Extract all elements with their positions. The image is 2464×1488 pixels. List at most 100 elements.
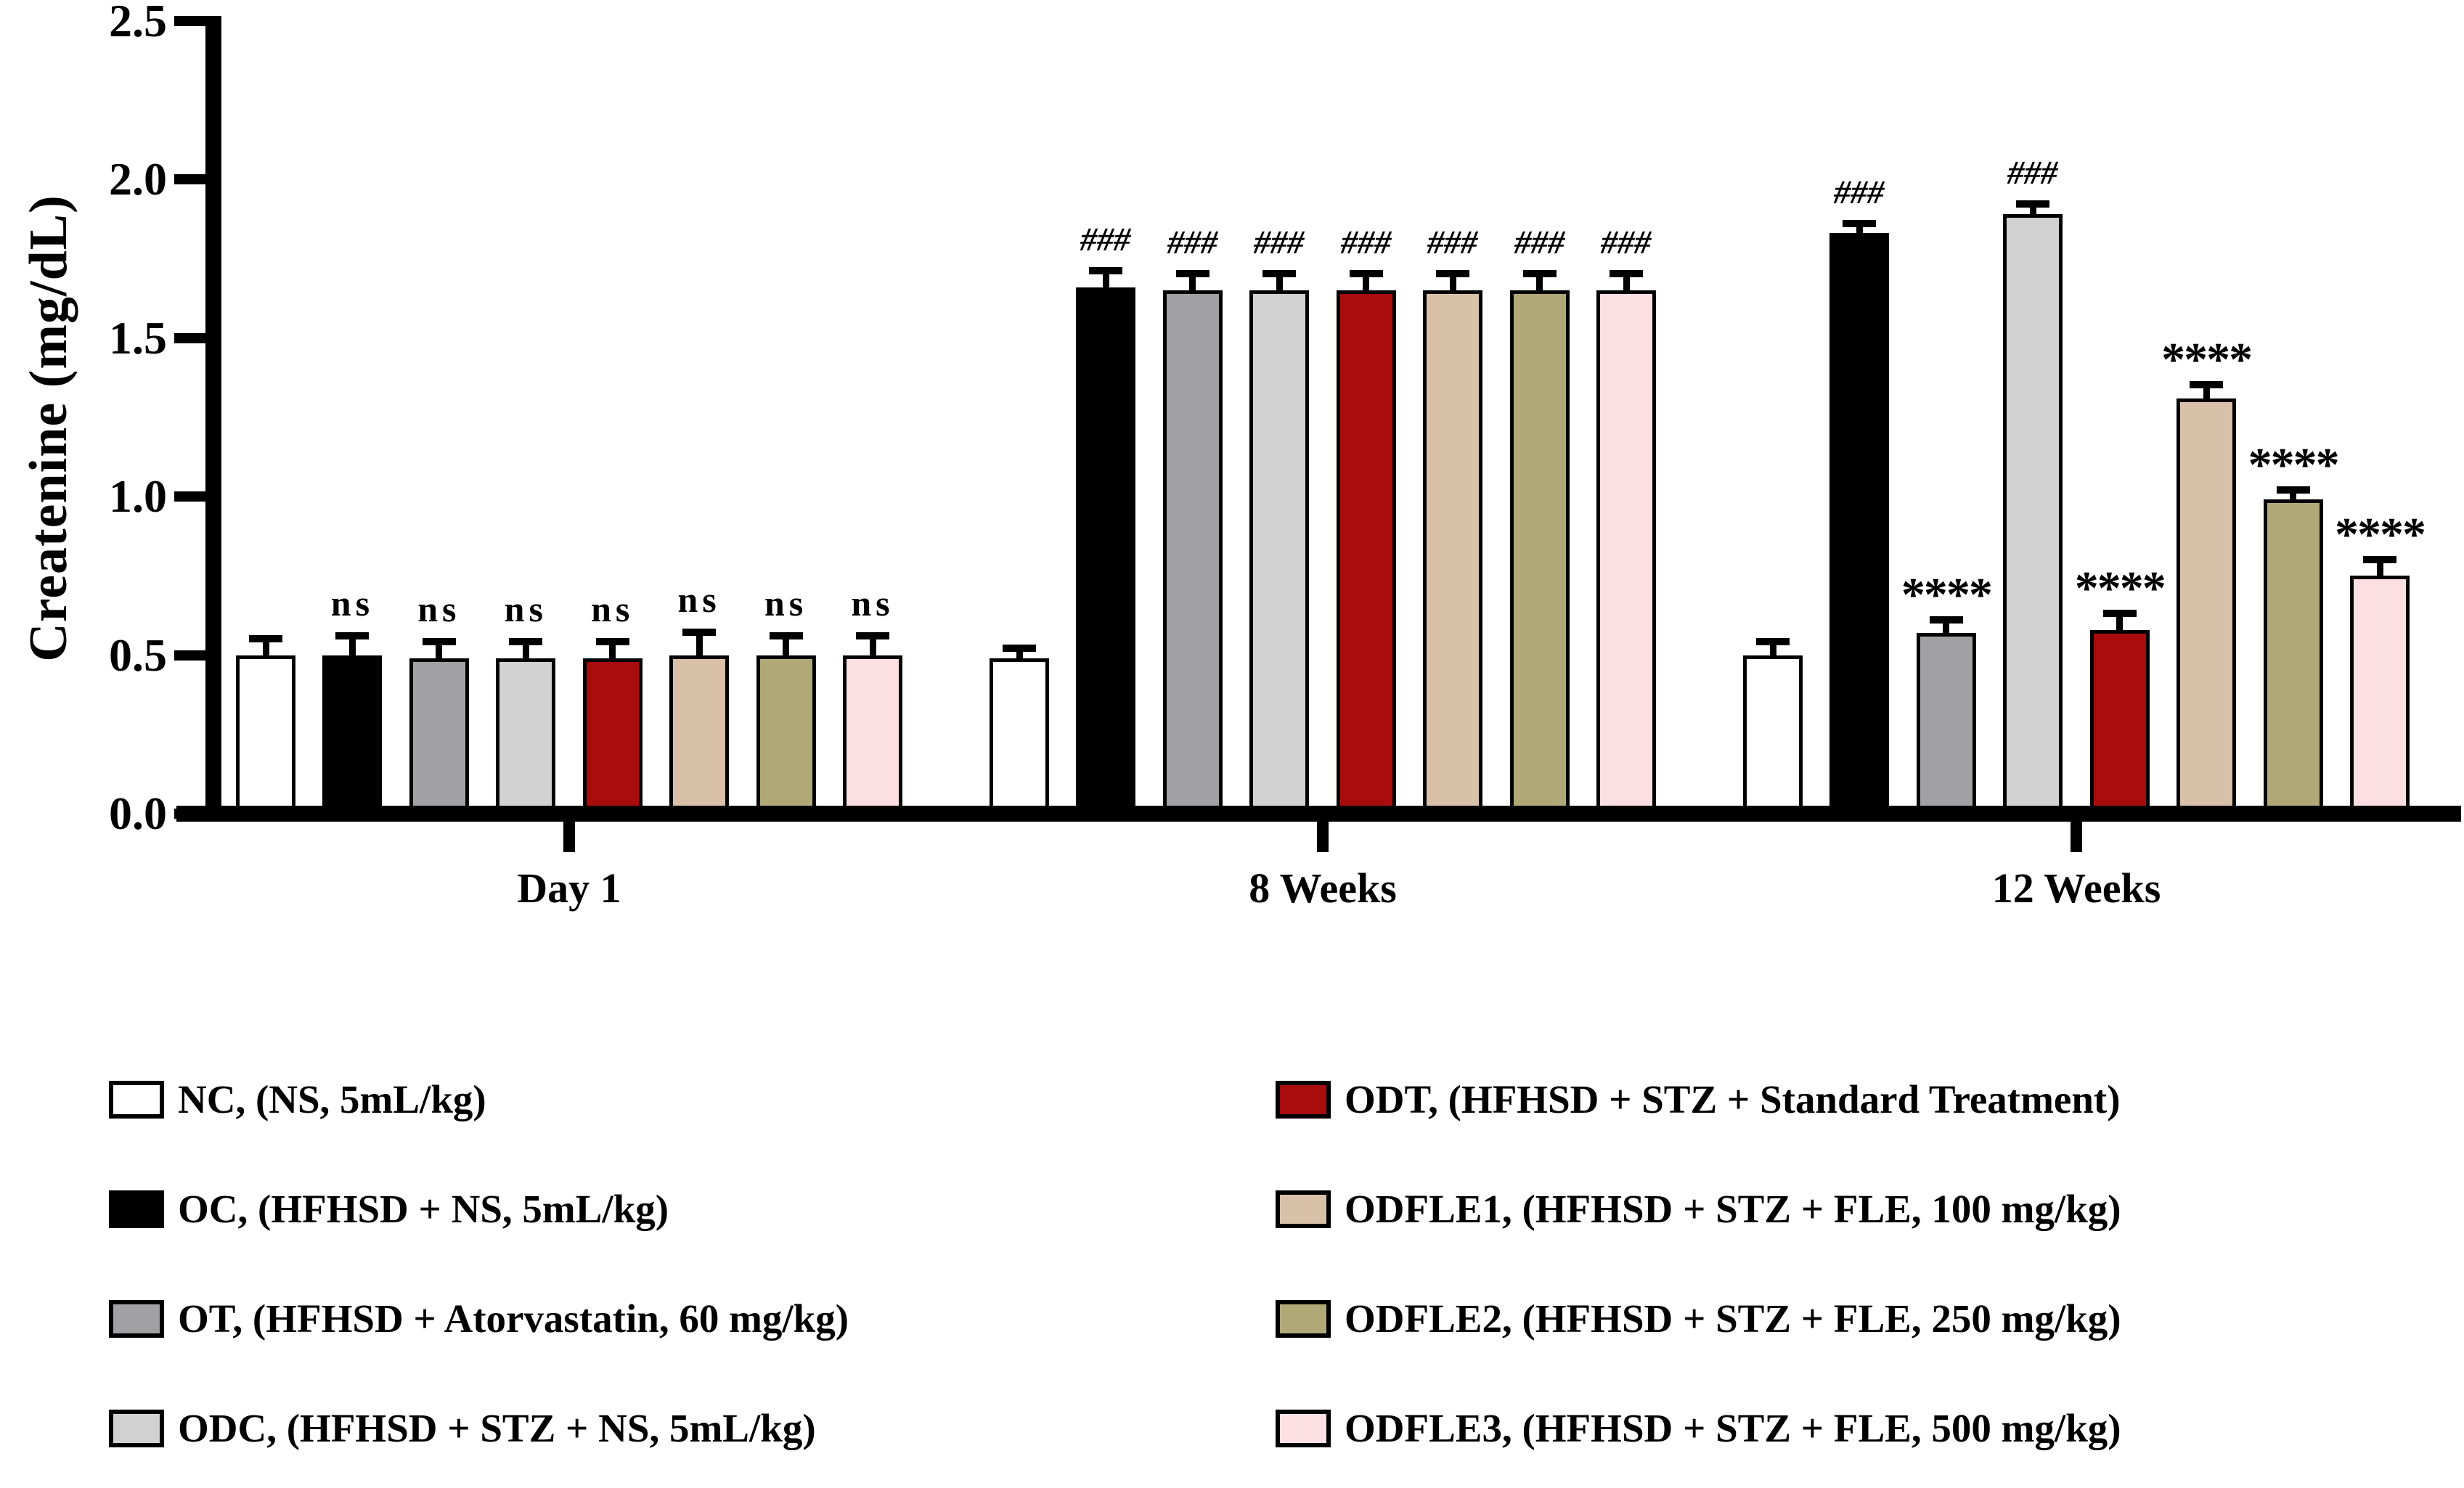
bar <box>496 658 556 814</box>
y-axis-spine <box>205 16 221 822</box>
significance-annotation: ### <box>2004 154 2063 192</box>
legend-swatch <box>109 1300 164 1338</box>
bar <box>2350 576 2410 814</box>
legend-swatch <box>1276 1190 1331 1228</box>
significance-annotation: ### <box>1597 224 1656 261</box>
bar <box>2089 629 2150 814</box>
error-bar-stem <box>869 639 876 657</box>
error-bar-stem <box>1189 277 1196 292</box>
legend-swatch <box>1276 1300 1331 1338</box>
error-bar-cap <box>1610 270 1643 278</box>
error-bar-stem <box>2116 617 2124 631</box>
significance-annotation: ns <box>851 582 894 624</box>
error-bar-stem <box>1536 277 1543 292</box>
significance-annotation: ns <box>764 582 808 624</box>
significance-annotation: ### <box>1830 173 1889 210</box>
x-group-label: 12 Weeks <box>1991 864 2161 912</box>
x-group-label: 8 Weeks <box>1249 864 1397 912</box>
significance-annotation: **** <box>2161 333 2253 387</box>
bar <box>1596 290 1656 814</box>
error-bar-cap <box>1089 267 1123 275</box>
bar <box>2263 499 2323 814</box>
bar <box>236 655 295 814</box>
error-bar-cap <box>595 638 629 646</box>
error-bar-stem <box>1016 652 1023 660</box>
error-bar-stem <box>1276 277 1283 292</box>
error-bar-stem <box>2376 563 2383 578</box>
x-axis-baseline <box>176 806 2461 822</box>
error-bar-cap <box>1436 270 1470 278</box>
error-bar-cap <box>769 631 803 639</box>
bar <box>1249 290 1310 814</box>
legend-label: NC, (NS, 5mL/kg) <box>178 1077 486 1121</box>
error-bar-cap <box>1175 270 1209 278</box>
error-bar-stem <box>1449 277 1456 292</box>
legend-swatch <box>109 1410 164 1447</box>
legend-swatch <box>109 1190 164 1228</box>
legend-swatch <box>109 1081 164 1119</box>
error-bar-stem <box>695 636 703 657</box>
error-bar-cap <box>1262 270 1297 278</box>
bar <box>1423 290 1483 814</box>
error-bar-cap <box>2190 381 2224 389</box>
legend-swatch <box>1276 1410 1331 1447</box>
significance-annotation: **** <box>1901 568 1993 621</box>
bar <box>669 655 730 814</box>
y-tick-label: 1.5 <box>109 311 167 364</box>
error-bar-stem <box>1769 645 1776 657</box>
error-bar-cap <box>856 631 889 639</box>
y-tick-label: 0.5 <box>109 629 167 681</box>
error-bar-cap <box>682 629 717 637</box>
error-bar-cap <box>2016 200 2050 208</box>
bar <box>1916 632 1976 814</box>
legend-swatch <box>1276 1081 1331 1119</box>
significance-annotation: ns <box>677 579 721 621</box>
bar <box>1509 290 1570 814</box>
significance-annotation: ns <box>591 589 635 630</box>
significance-annotation: ns <box>504 589 547 630</box>
legend-label: ODC, (HFHSD + STZ + NS, 5mL/kg) <box>178 1406 816 1450</box>
error-bar-stem <box>1102 274 1109 289</box>
error-bar-stem <box>783 639 790 657</box>
error-bar-cap <box>1522 270 1557 278</box>
error-bar-cap <box>2276 486 2310 494</box>
error-bar-stem <box>609 645 616 660</box>
legend-label: OT, (HFHSD + Atorvastatin, 60 mg/kg) <box>178 1296 849 1341</box>
x-group-tick <box>563 822 575 852</box>
error-bar-stem <box>1363 277 1370 292</box>
error-bar-cap <box>509 638 543 646</box>
bar <box>1336 290 1396 814</box>
legend-label: ODFLE2, (HFHSD + STZ + FLE, 250 mg/kg) <box>1345 1296 2121 1341</box>
y-tick-label: 0.0 <box>109 788 167 839</box>
error-bar-stem <box>348 639 356 657</box>
error-bar-cap <box>1349 270 1383 278</box>
error-bar-cap <box>1843 219 1877 227</box>
error-bar-stem <box>2029 208 2036 216</box>
error-bar-cap <box>2102 610 2137 618</box>
error-bar-stem <box>1623 277 1630 292</box>
legend-label: OC, (HFHSD + NS, 5mL/kg) <box>178 1187 669 1231</box>
bar <box>582 658 642 814</box>
bar <box>756 655 816 814</box>
error-bar-cap <box>2363 555 2396 563</box>
bar <box>409 658 469 814</box>
bar <box>2177 398 2237 814</box>
y-tick-label: 2.5 <box>109 0 167 46</box>
significance-annotation: **** <box>2335 507 2426 561</box>
significance-annotation: **** <box>2074 562 2166 616</box>
error-bar-cap <box>422 638 456 646</box>
error-bar-stem <box>262 642 269 657</box>
bar <box>990 658 1049 814</box>
x-group-label: Day 1 <box>517 864 621 912</box>
error-bar-cap <box>1756 638 1790 646</box>
legend-label: ODT, (HFHSD + STZ + Standard Treatment) <box>1345 1077 2121 1121</box>
legend-label: ODFLE1, (HFHSD + STZ + FLE, 100 mg/kg) <box>1345 1187 2121 1231</box>
error-bar-stem <box>436 645 443 660</box>
error-bar-stem <box>2203 388 2210 400</box>
bar <box>1743 655 1803 814</box>
bar <box>1829 233 1890 814</box>
bar <box>2003 214 2063 814</box>
error-bar-cap <box>1003 645 1036 653</box>
bar <box>1162 290 1223 814</box>
